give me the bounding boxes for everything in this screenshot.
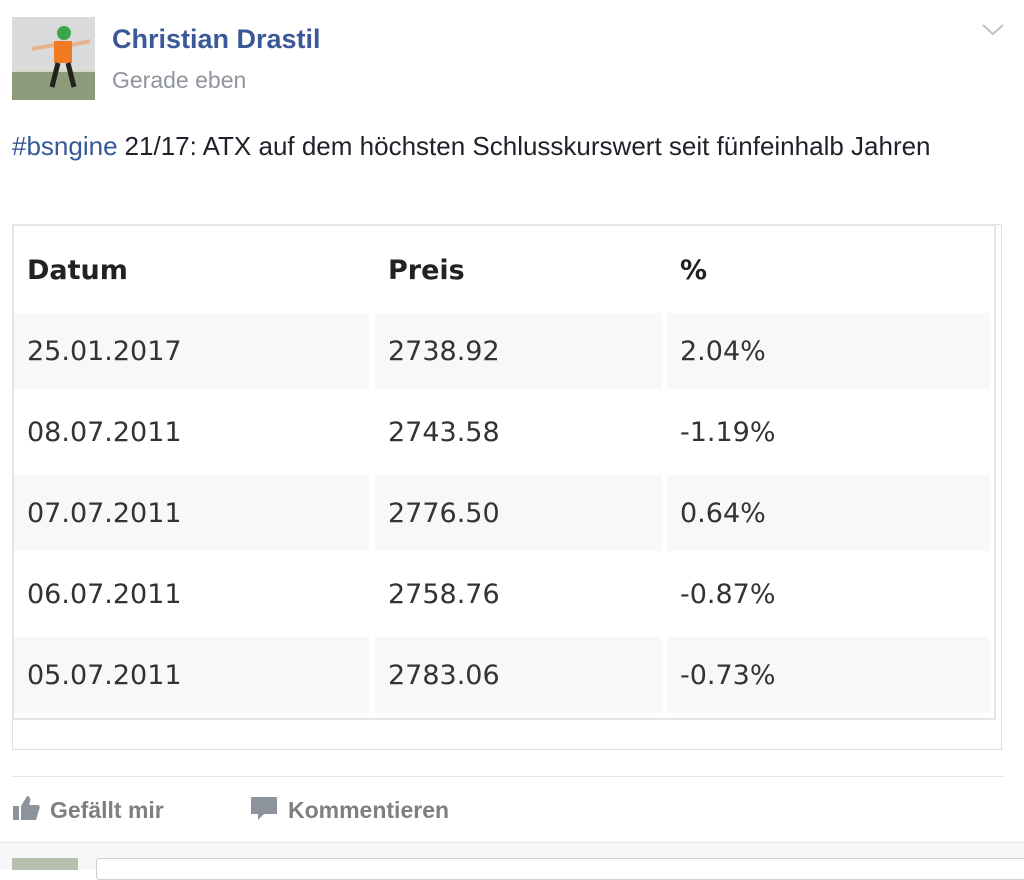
table-header-cell: Preis xyxy=(388,254,465,286)
table-cell: -0.73% xyxy=(667,637,990,713)
price-table xyxy=(12,224,996,720)
table-cell: 2.04% xyxy=(667,313,990,389)
table-cell: 2758.76 xyxy=(388,578,500,610)
table-cell: 0.64% xyxy=(667,475,990,551)
comment-input[interactable] xyxy=(96,858,1024,880)
hashtag[interactable]: #bsngine xyxy=(12,131,118,161)
options-chevron[interactable] xyxy=(980,20,1006,40)
post-time[interactable]: Gerade eben xyxy=(112,67,247,93)
comment-button[interactable]: Kommentieren xyxy=(250,794,449,824)
like-button[interactable]: Gefällt mir xyxy=(12,794,164,824)
table-cell: 06.07.2011 xyxy=(27,578,182,610)
table-cell: 2743.58 xyxy=(388,416,500,448)
post-body: 21/17: ATX auf dem höchsten Schlusskursw… xyxy=(124,131,931,161)
post-text: #bsngine 21/17: ATX auf dem höchsten Schl… xyxy=(12,126,1002,166)
table-cell: 2783.06 xyxy=(375,637,662,713)
separator xyxy=(12,776,1004,777)
table-cell: -0.87% xyxy=(680,578,776,610)
table-header-cell: Datum xyxy=(27,254,128,286)
comment-icon xyxy=(251,797,277,820)
table-cell: 08.07.2011 xyxy=(27,416,182,448)
table-cell: -1.19% xyxy=(680,416,776,448)
table-cell: 2776.50 xyxy=(375,475,662,551)
user-avatar xyxy=(12,858,78,870)
avatar[interactable] xyxy=(12,17,95,100)
table-cell: 07.07.2011 xyxy=(14,475,369,551)
like-icon xyxy=(13,796,40,820)
table-cell: 25.01.2017 xyxy=(14,313,369,389)
table-cell: 2738.92 xyxy=(375,313,662,389)
like-label: Gefällt mir xyxy=(50,797,164,823)
avatar-image xyxy=(12,17,95,100)
table-cell: 05.07.2011 xyxy=(14,637,369,713)
author-name[interactable]: Christian Drastil xyxy=(112,24,321,54)
table-header-cell: % xyxy=(680,254,708,286)
comment-label: Kommentieren xyxy=(288,797,450,823)
